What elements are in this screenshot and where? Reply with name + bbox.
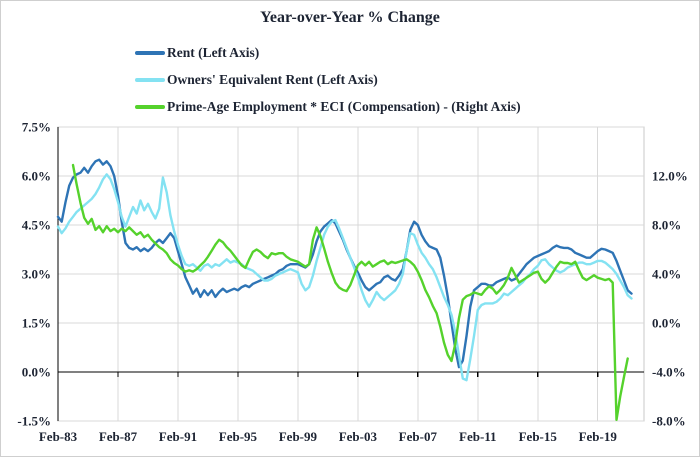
oer-line-swatch	[135, 78, 165, 82]
left-axis-tick-label: 7.5%	[22, 120, 51, 135]
x-axis-tick-label: Feb-19	[579, 429, 618, 444]
legend-item-oer: Owners' Equivalent Rent (Left Axis)	[135, 69, 521, 91]
right-axis-tick-label: 8.0%	[652, 218, 681, 233]
right-axis-tick-label: -4.0%	[652, 365, 686, 380]
right-axis-tick-label: 12.0%	[652, 169, 688, 184]
legend-item-rent: Rent (Left Axis)	[135, 42, 521, 64]
left-axis-tick-label: -1.5%	[17, 414, 51, 429]
left-axis-tick-label: 6.0%	[22, 169, 51, 184]
x-axis-tick-label: Feb-91	[159, 429, 197, 444]
x-axis-tick-label: Feb-95	[219, 429, 258, 444]
legend-label-rent: Rent (Left Axis)	[167, 45, 260, 60]
x-axis-tick-label: Feb-83	[39, 429, 78, 444]
rent-line-swatch	[135, 51, 165, 55]
legend-label-oer: Owners' Equivalent Rent (Left Axis)	[167, 72, 378, 87]
series-line-oer	[56, 173, 633, 382]
employment-eci-line-swatch	[135, 105, 165, 109]
x-axis-tick-label: Feb-03	[339, 429, 378, 444]
legend-label-employment-eci: Prime-Age Employment * ECI (Compensation…	[167, 99, 521, 114]
x-axis-tick-label: Feb-99	[279, 429, 318, 444]
series-line-employment-eci	[71, 163, 629, 421]
x-axis-tick-label: Feb-15	[519, 429, 558, 444]
right-axis-tick-label: 4.0%	[652, 267, 681, 282]
right-axis-tick-label: -8.0%	[652, 414, 686, 429]
left-axis-tick-label: 1.5%	[22, 316, 51, 331]
left-axis-tick-label: 3.0%	[22, 267, 51, 282]
x-axis-tick-label: Feb-07	[399, 429, 438, 444]
legend: Rent (Left Axis) Owners' Equivalent Rent…	[135, 42, 521, 123]
x-axis-tick-label: Feb-11	[459, 429, 497, 444]
left-axis-tick-label: 4.5%	[22, 218, 51, 233]
x-axis-tick-label: Feb-87	[99, 429, 138, 444]
left-axis-tick-label: 0.0%	[22, 365, 51, 380]
chart-title: Year-over-Year % Change	[260, 9, 440, 26]
legend-item-employment-eci: Prime-Age Employment * ECI (Compensation…	[135, 96, 521, 118]
series-line-rent	[56, 158, 633, 369]
right-axis-tick-label: 0.0%	[652, 316, 681, 331]
